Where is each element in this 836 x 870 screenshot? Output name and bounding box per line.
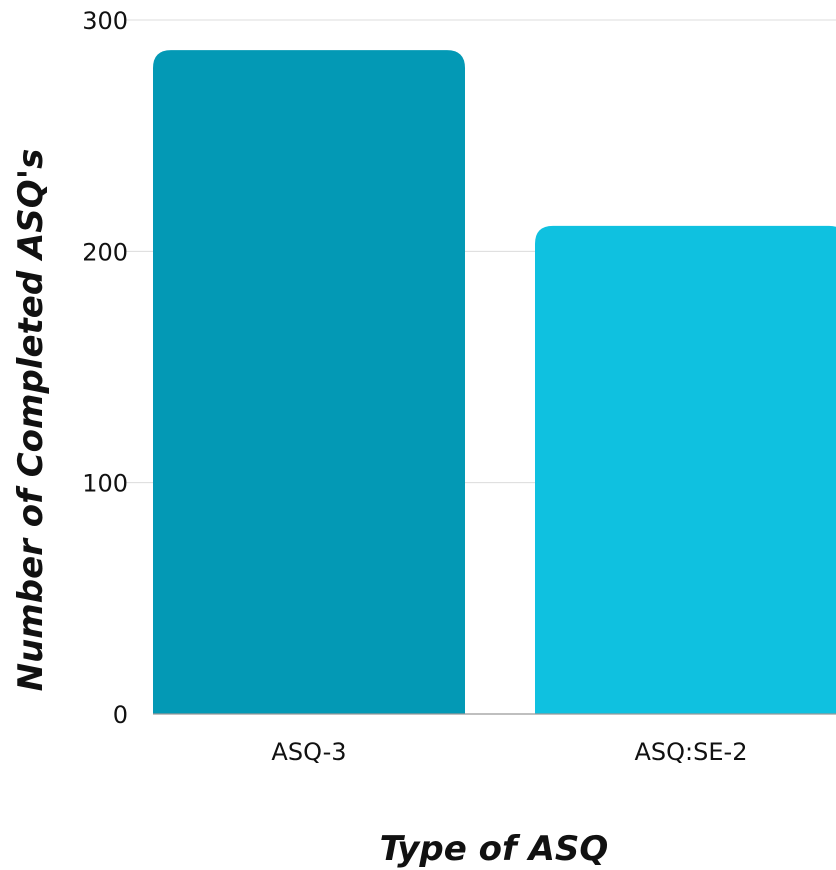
y-axis-title: Number of Completed ASQ's [11,149,51,692]
bar-asq-se-2 [535,225,836,714]
bars [153,50,836,714]
x-tick-labels: ASQ-3 ASQ:SE-2 [271,738,747,766]
x-axis-title: Type of ASQ [380,829,609,869]
y-tick-label: 300 [82,7,128,35]
x-tick-label: ASQ:SE-2 [635,738,748,766]
y-tick-label: 100 [82,470,128,498]
y-tick-label: 0 [113,701,128,729]
y-tick-labels: 0 100 200 300 [82,7,128,729]
x-tick-label: ASQ-3 [271,738,346,766]
bar-asq-3 [153,50,465,714]
y-tick-label: 200 [82,238,128,266]
